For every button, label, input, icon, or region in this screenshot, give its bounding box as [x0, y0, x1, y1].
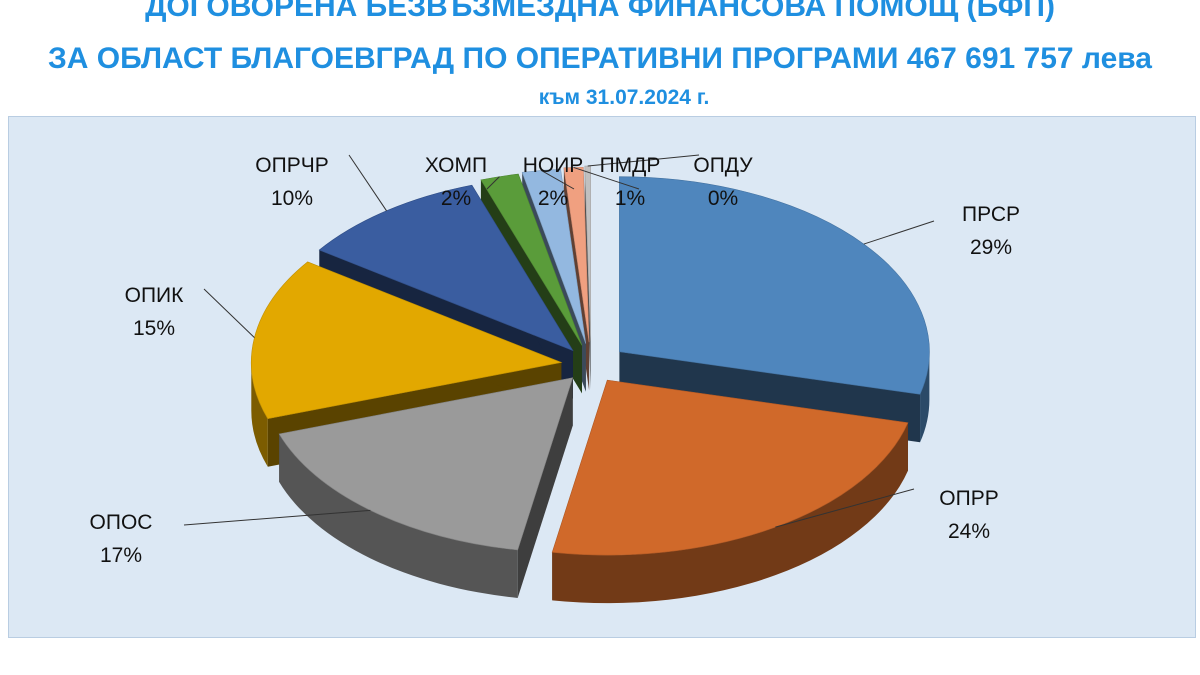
- slice-label-name-ОПОС: ОПОС: [90, 511, 153, 534]
- pie-slice-outer-wall-1: [552, 422, 908, 604]
- slice-label-name-ПМДР: ПМДР: [600, 154, 661, 177]
- slice-label-name-ОПРР: ОПРР: [939, 487, 998, 510]
- pie-slice-outer-wall-3: [251, 362, 268, 467]
- slice-label-percent-ПРСР: 29%: [970, 236, 1012, 259]
- leader-line-ОПРР: [775, 488, 915, 528]
- pie-slice-ОПРЧР: [318, 184, 574, 352]
- pie-slice-ОПОС: [278, 377, 574, 551]
- leader-line-ОПИК: [203, 288, 255, 338]
- slice-label-name-ОПРЧР: ОПРЧР: [255, 154, 328, 177]
- slice-label-percent-ОПРР: 24%: [948, 520, 990, 543]
- slice-label-name-НОИР: НОИР: [523, 154, 584, 177]
- slice-label-name-ОПДУ: ОПДУ: [693, 154, 753, 177]
- slice-label-percent-ОПРЧР: 10%: [271, 187, 313, 210]
- leader-line-ОПОС: [183, 509, 371, 526]
- pie-chart: ПРСР 29% ОПРР 24% ОПОС 17% ОПИК 15% ОПРЧР 10% ХОМП…: [90, 154, 1020, 604]
- leader-line-ОПДУ: [587, 154, 700, 167]
- leader-line-ОПРЧР: [348, 154, 387, 212]
- chart-area: ПРСР 29% ОПРР 24% ОПОС 17% ОПИК 15% ОПРЧР 10% ХОМП…: [8, 116, 1196, 638]
- chart-title-line2: ЗА ОБЛАСТ БЛАГОЕВГРАД ПО ОПЕРАТИВНИ ПРОГ…: [48, 42, 1152, 75]
- slice-label-percent-ОПОС: 17%: [100, 544, 142, 567]
- slice-label-percent-ОПИК: 15%: [133, 317, 175, 340]
- chart-subtitle: към 31.07.2024 г.: [538, 86, 710, 109]
- slice-label-name-ОПИК: ОПИК: [125, 284, 185, 307]
- slice-label-percent-ПМДР: 1%: [615, 187, 645, 210]
- leader-line-ПРСР: [863, 220, 935, 245]
- leader-line-ХОМП: [486, 176, 500, 190]
- leader-line-ПМДР: [573, 166, 640, 190]
- pie-slice-outer-wall-2: [279, 433, 518, 598]
- leader-line-НОИР: [541, 170, 575, 190]
- pie-slice-НОИР: [521, 168, 587, 344]
- slice-label-percent-НОИР: 2%: [538, 187, 568, 210]
- slice-label-percent-ХОМП: 2%: [441, 187, 471, 210]
- chart-title-line1: ДОГОВОРЕНА БЕЗВЪЗМЕЗДНА ФИНАНСОВА ПОМОЩ …: [145, 0, 1055, 23]
- slice-label-name-ПРСР: ПРСР: [962, 203, 1020, 226]
- pie-slice-ПРСР: [619, 176, 930, 395]
- pie-slice-side-wall-2-0: [517, 377, 573, 598]
- slice-label-name-ХОМП: ХОМП: [425, 154, 487, 177]
- pie-slice-ОПИК: [251, 261, 563, 420]
- pie-slice-ХОМП: [480, 173, 583, 346]
- pie-slice-side-wall-8-0: [584, 166, 591, 390]
- slice-label-percent-ОПДУ: 0%: [708, 187, 738, 210]
